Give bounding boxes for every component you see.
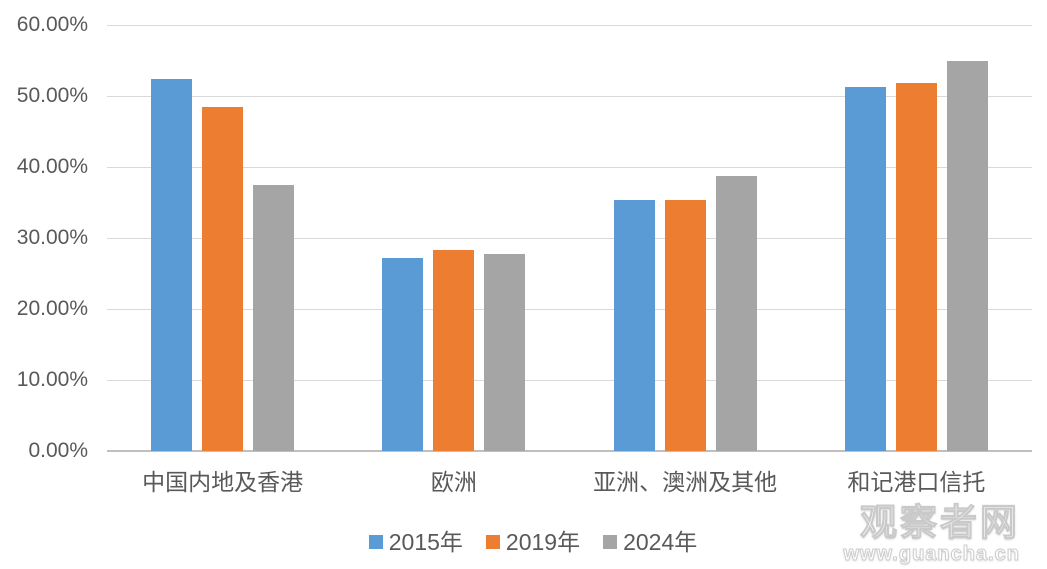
y-axis-tick-label: 60.00% (16, 13, 88, 36)
bar (253, 185, 295, 451)
legend-item: 2024年 (603, 530, 697, 554)
category-label: 亚洲、澳洲及其他 (593, 469, 778, 495)
bar (715, 175, 757, 451)
y-axis-tick-label: 0.00% (28, 439, 88, 462)
gridline (107, 237, 1032, 239)
legend-swatch (603, 535, 618, 549)
gridline (107, 308, 1032, 310)
legend-swatch (485, 535, 500, 549)
bar (946, 60, 988, 451)
bar (202, 107, 244, 451)
bar (844, 87, 886, 451)
legend-label: 2019年 (505, 529, 581, 555)
bar (151, 78, 193, 451)
bar-group (570, 25, 801, 451)
y-axis-tick-label: 20.00% (16, 297, 88, 320)
gridline (107, 166, 1032, 168)
bar (664, 200, 706, 451)
y-axis-tick-label: 30.00% (16, 226, 88, 249)
y-axis-tick-label: 40.00% (16, 155, 88, 178)
bar (895, 82, 937, 451)
bar (382, 257, 424, 451)
legend-label: 2024年 (623, 529, 698, 555)
y-axis-tick-label: 50.00% (16, 84, 88, 107)
legend: 2015年 2019年 2024年 (107, 528, 959, 556)
y-axis-tick-label: 10.00% (16, 368, 88, 391)
gridline (107, 379, 1032, 381)
bar-group (338, 25, 569, 451)
category-label: 中国内地及香港 (142, 469, 304, 495)
category-label: 和记港口信托 (847, 469, 986, 495)
legend-swatch (368, 535, 383, 549)
x-axis-line (107, 450, 1032, 452)
legend-item: 2015年 (368, 529, 463, 555)
bar-group (107, 25, 338, 451)
bar (433, 250, 475, 451)
legend-label: 2015年 (388, 529, 463, 555)
gridline (107, 24, 1032, 26)
legend-item: 2019年 (485, 529, 581, 555)
bar (484, 254, 526, 451)
category-label: 欧洲 (430, 469, 477, 495)
bar (613, 199, 655, 451)
bar-group (801, 25, 1032, 451)
gridline (107, 95, 1032, 97)
